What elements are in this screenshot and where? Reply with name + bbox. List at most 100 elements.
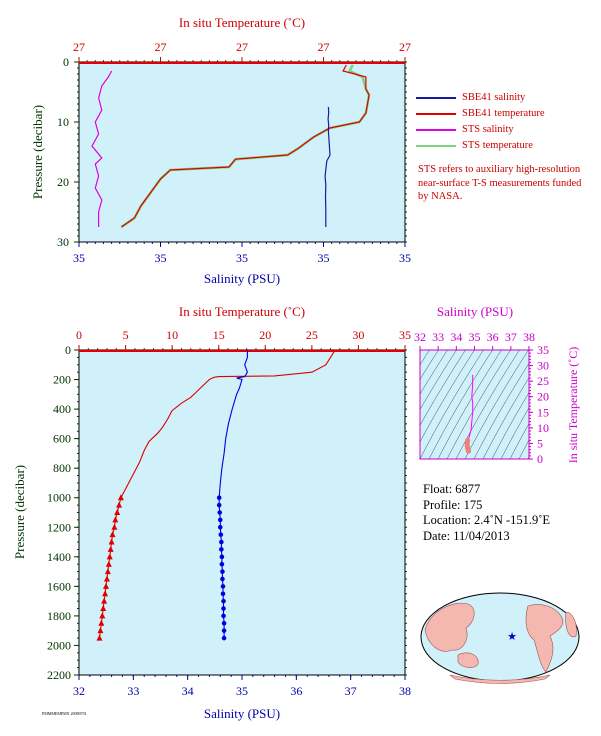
top-pressure-axis-label: Pressure (decibar): [30, 105, 45, 199]
legend-item: STS salinity: [416, 122, 545, 138]
salinity-marker: [218, 532, 224, 537]
top-temp-tick-label: 27: [155, 40, 167, 54]
ts-salinity-tick-label: 38: [523, 330, 535, 344]
top-salinity-tick-label: 35: [236, 251, 248, 265]
ts-temp-tick-label: 5: [537, 436, 543, 450]
legend-label: STS salinity: [462, 124, 514, 135]
figure-stamp: PMMMEMPMX 20080701: [42, 711, 87, 716]
density-contour: [446, 350, 511, 459]
profile-date: Date: 11/04/2013: [423, 528, 510, 543]
salinity-marker: [219, 539, 224, 545]
salinity-marker: [221, 606, 226, 611]
float-location: Location: 2.4˚N -151.9˚E: [423, 513, 551, 527]
top-series-sbe41-temperature: [121, 64, 370, 228]
salinity-marker: [220, 569, 225, 574]
map-land-europe: [565, 611, 577, 638]
ts-temp-tick-label: 15: [537, 405, 549, 419]
density-contour: [420, 350, 448, 395]
legend-label: SBE41 temperature: [462, 108, 545, 119]
density-contour: [509, 423, 529, 459]
top-temp-tick-label: 27: [73, 40, 85, 54]
main-salinity-axis-label: Salinity (PSU): [204, 706, 280, 721]
top-salinity-tick-label: 35: [399, 251, 411, 265]
legend-swatch-sts-salinity: [416, 129, 456, 131]
top-pressure-tick-label: 0: [63, 55, 69, 69]
ts-temp-tick-label: 20: [537, 390, 549, 404]
temperature-marker: [101, 597, 108, 604]
temperature-marker: [117, 494, 124, 501]
main-pressure-tick-label: 2200: [47, 668, 71, 682]
ts-temp-axis-label: In situ Temperature (˚C): [566, 347, 580, 464]
legend-item: STS temperature: [416, 138, 545, 154]
float-id: Float: 6877: [423, 482, 481, 496]
temperature-marker: [99, 612, 106, 619]
density-contour: [464, 350, 529, 459]
ts-temp-tick-label: 25: [537, 374, 549, 388]
top-series-sts-salinity: [91, 70, 113, 227]
main-panel-series: [96, 349, 336, 641]
salinity-marker: [217, 524, 223, 530]
main-salinity-tick-label: 35: [236, 684, 248, 698]
profile-number: Profile: 175: [423, 497, 483, 512]
top-pressure-tick-label: 10: [57, 115, 69, 129]
main-pressure-tick-label: 200: [53, 373, 71, 387]
top-pressure-tick-label: 20: [57, 175, 69, 189]
top-salinity-tick-label: 35: [318, 251, 330, 265]
top-temp-tick-label: 27: [318, 40, 330, 54]
salinity-marker: [219, 554, 225, 560]
ts-salinity-tick-label: 32: [414, 330, 426, 344]
temperature-marker: [103, 575, 110, 582]
temperature-marker: [97, 627, 104, 634]
main-pressure-tick-label: 1000: [47, 491, 71, 505]
main-salinity-tick-label: 36: [290, 684, 302, 698]
ts-density-contours: [420, 350, 529, 459]
ts-salinity-axis-label: Salinity (PSU): [437, 304, 513, 319]
temperature-marker: [108, 538, 115, 545]
salinity-marker: [221, 613, 226, 619]
main-pressure-tick-label: 600: [53, 432, 71, 446]
top-temp-axis-label: In situ Temperature (˚C): [179, 15, 305, 30]
top-plot-area: [78, 61, 406, 243]
temperature-marker: [104, 568, 111, 575]
main-pressure-tick-label: 1800: [47, 609, 71, 623]
main-temp-tick-label: 0: [76, 328, 82, 342]
top-salinity-tick-label: 35: [73, 251, 85, 265]
salinity-marker: [220, 591, 226, 597]
ts-temp-tick-label: 30: [537, 359, 549, 373]
density-contour: [420, 350, 475, 443]
temperature-marker: [107, 545, 114, 552]
main-pressure-tick-label: 800: [53, 461, 71, 475]
ts-salinity-tick-label: 35: [469, 330, 481, 344]
legend-label: SBE41 salinity: [462, 92, 526, 103]
salinity-marker: [221, 628, 227, 633]
density-contour: [455, 350, 520, 459]
density-contour: [482, 377, 529, 459]
top-temp-tick-label: 27: [399, 40, 411, 54]
ts-salinity-tick-label: 36: [487, 330, 499, 344]
main-temp-tick-label: 25: [306, 328, 318, 342]
ts-series: [464, 374, 474, 454]
float-location-marker: ★: [507, 631, 517, 643]
salinity-marker: [221, 635, 227, 641]
legend-label: STS temperature: [462, 140, 533, 151]
density-contour: [437, 350, 502, 459]
temperature-marker: [111, 523, 118, 530]
salinity-marker: [219, 547, 224, 552]
main-pressure-tick-label: 1400: [47, 550, 71, 564]
map-land-asia: [424, 602, 475, 652]
ts-salinity-tick-label: 34: [450, 330, 462, 344]
legend-swatch-sts-temperature: [416, 145, 456, 147]
main-plot-area: [78, 349, 406, 676]
main-salinity-tick-label: 34: [182, 684, 194, 698]
temperature-marker: [116, 501, 123, 508]
main-panel-axes: 0 5 10 15 20 25 30 35 32 33 34 35 36 37 38 0 200 400 600 80…: [47, 328, 411, 698]
density-contour: [420, 350, 439, 380]
salinity-marker: [221, 598, 226, 604]
top-panel-series: [91, 64, 371, 229]
temperature-marker: [96, 634, 103, 641]
float-info: Float: 6877 Profile: 175 Location: 2.4˚N…: [423, 482, 550, 544]
legend-swatch-sbe41-salinity: [416, 97, 456, 99]
main-temp-tick-label: 20: [259, 328, 271, 342]
temperature-marker: [100, 605, 107, 612]
